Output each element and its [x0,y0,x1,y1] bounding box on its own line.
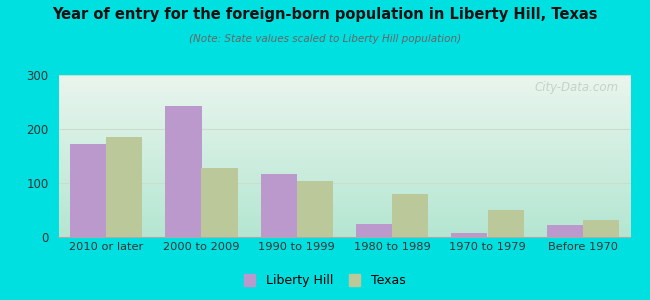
Bar [451,233,488,237]
Bar [488,210,524,237]
Text: City-Data.com: City-Data.com [535,82,619,94]
Bar [392,194,428,237]
Bar [70,144,106,237]
Legend: Liberty Hill, Texas: Liberty Hill, Texas [239,269,411,292]
Text: (Note: State values scaled to Liberty Hill population): (Note: State values scaled to Liberty Hi… [189,34,461,44]
Bar [202,168,238,237]
Bar [356,224,392,237]
Bar [297,181,333,237]
Bar [106,137,142,237]
Bar [583,220,619,237]
Bar [261,174,297,237]
Bar [165,106,202,237]
Bar [547,225,583,237]
Text: Year of entry for the foreign-born population in Liberty Hill, Texas: Year of entry for the foreign-born popul… [52,8,598,22]
